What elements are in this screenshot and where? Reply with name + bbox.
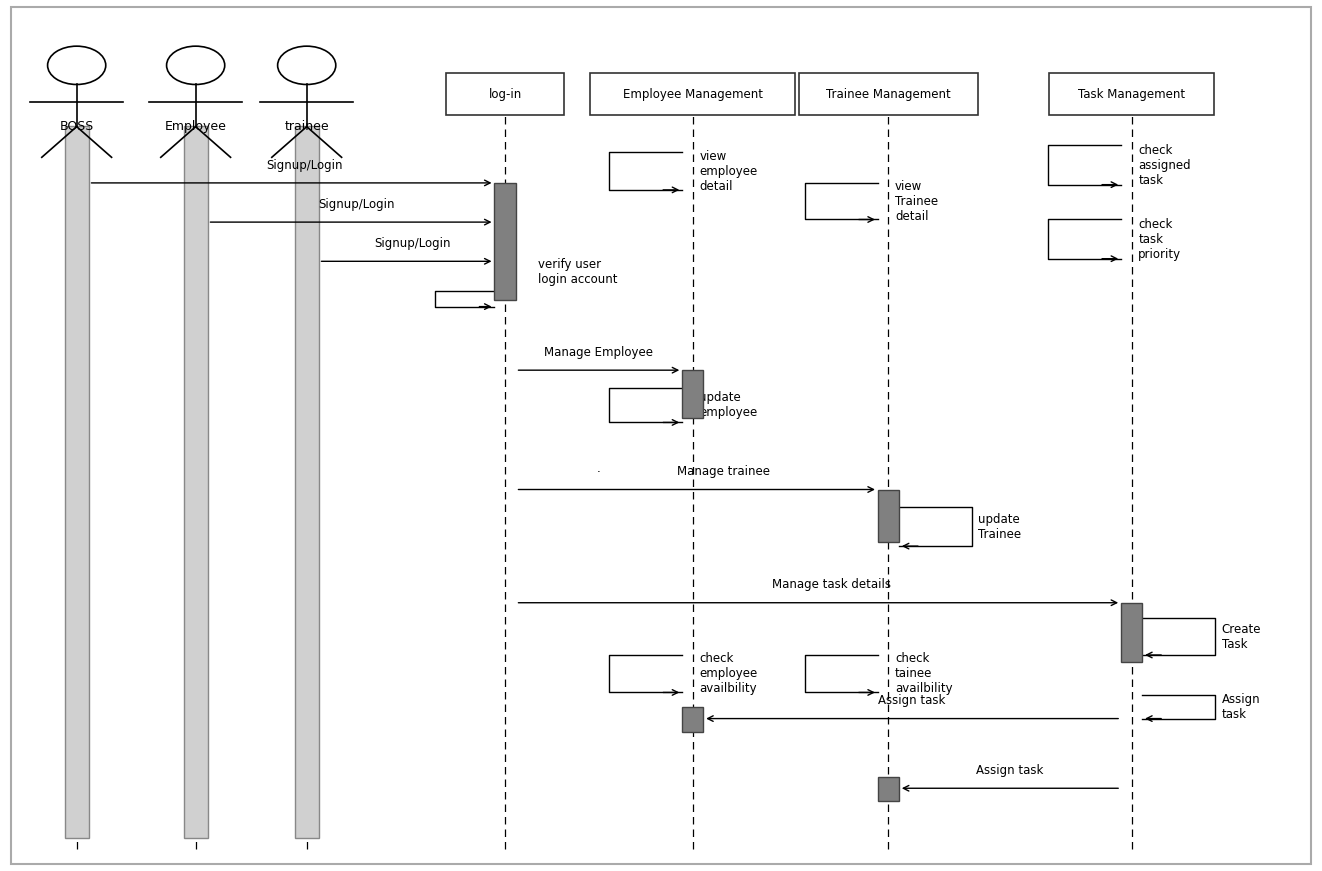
Bar [446,73,564,115]
Text: check
employee
availbility: check employee availbility [699,652,758,695]
Bar [494,183,516,300]
Text: check
task
priority: check task priority [1138,218,1182,260]
Text: Signup/Login: Signup/Login [319,198,395,211]
Text: Employee: Employee [165,120,226,133]
Text: .: . [598,463,600,475]
Text: check
assigned
task: check assigned task [1138,144,1191,186]
Bar [590,73,796,115]
Text: check
tainee
availbility: check tainee availbility [895,652,953,695]
Text: Manage Employee: Manage Employee [545,346,653,359]
Text: view
employee
detail: view employee detail [699,150,758,192]
Text: Assign
task: Assign task [1222,692,1260,721]
Bar [65,126,89,838]
Text: Employee Management: Employee Management [623,88,763,100]
Bar [295,126,319,838]
Text: update
Trainee: update Trainee [978,512,1022,541]
Bar [1050,73,1215,115]
Text: Signup/Login: Signup/Login [266,159,342,172]
Text: Task Management: Task Management [1077,88,1186,100]
Text: log-in: log-in [488,88,522,100]
Bar [682,707,703,732]
Text: BOSS: BOSS [59,120,94,133]
Bar [682,370,703,418]
Text: Manage trainee: Manage trainee [677,465,769,478]
Text: Assign task: Assign task [977,764,1043,777]
Text: Create
Task: Create Task [1222,623,1261,651]
Text: trainee: trainee [284,120,329,133]
Bar [1121,603,1142,662]
Text: view
Trainee
detail: view Trainee detail [895,179,939,223]
Bar [798,73,978,115]
Text: Signup/Login: Signup/Login [374,237,451,250]
Text: verify user
login account: verify user login account [538,258,617,287]
Text: Assign task: Assign task [879,694,945,707]
Bar [878,777,899,801]
Text: Trainee Management: Trainee Management [826,88,951,100]
Text: Manage task details: Manage task details [772,578,891,591]
Bar [184,126,208,838]
Bar [878,490,899,542]
Text: update
employee: update employee [699,391,758,419]
